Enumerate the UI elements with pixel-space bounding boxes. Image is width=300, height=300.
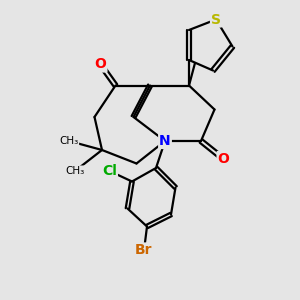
Text: N: N: [159, 134, 171, 148]
Text: O: O: [218, 152, 230, 166]
Text: Br: Br: [135, 244, 153, 257]
Text: CH₃: CH₃: [59, 136, 79, 146]
Text: S: S: [211, 13, 221, 26]
Text: O: O: [94, 58, 106, 71]
Text: CH₃: CH₃: [65, 166, 85, 176]
Text: Cl: Cl: [102, 164, 117, 178]
